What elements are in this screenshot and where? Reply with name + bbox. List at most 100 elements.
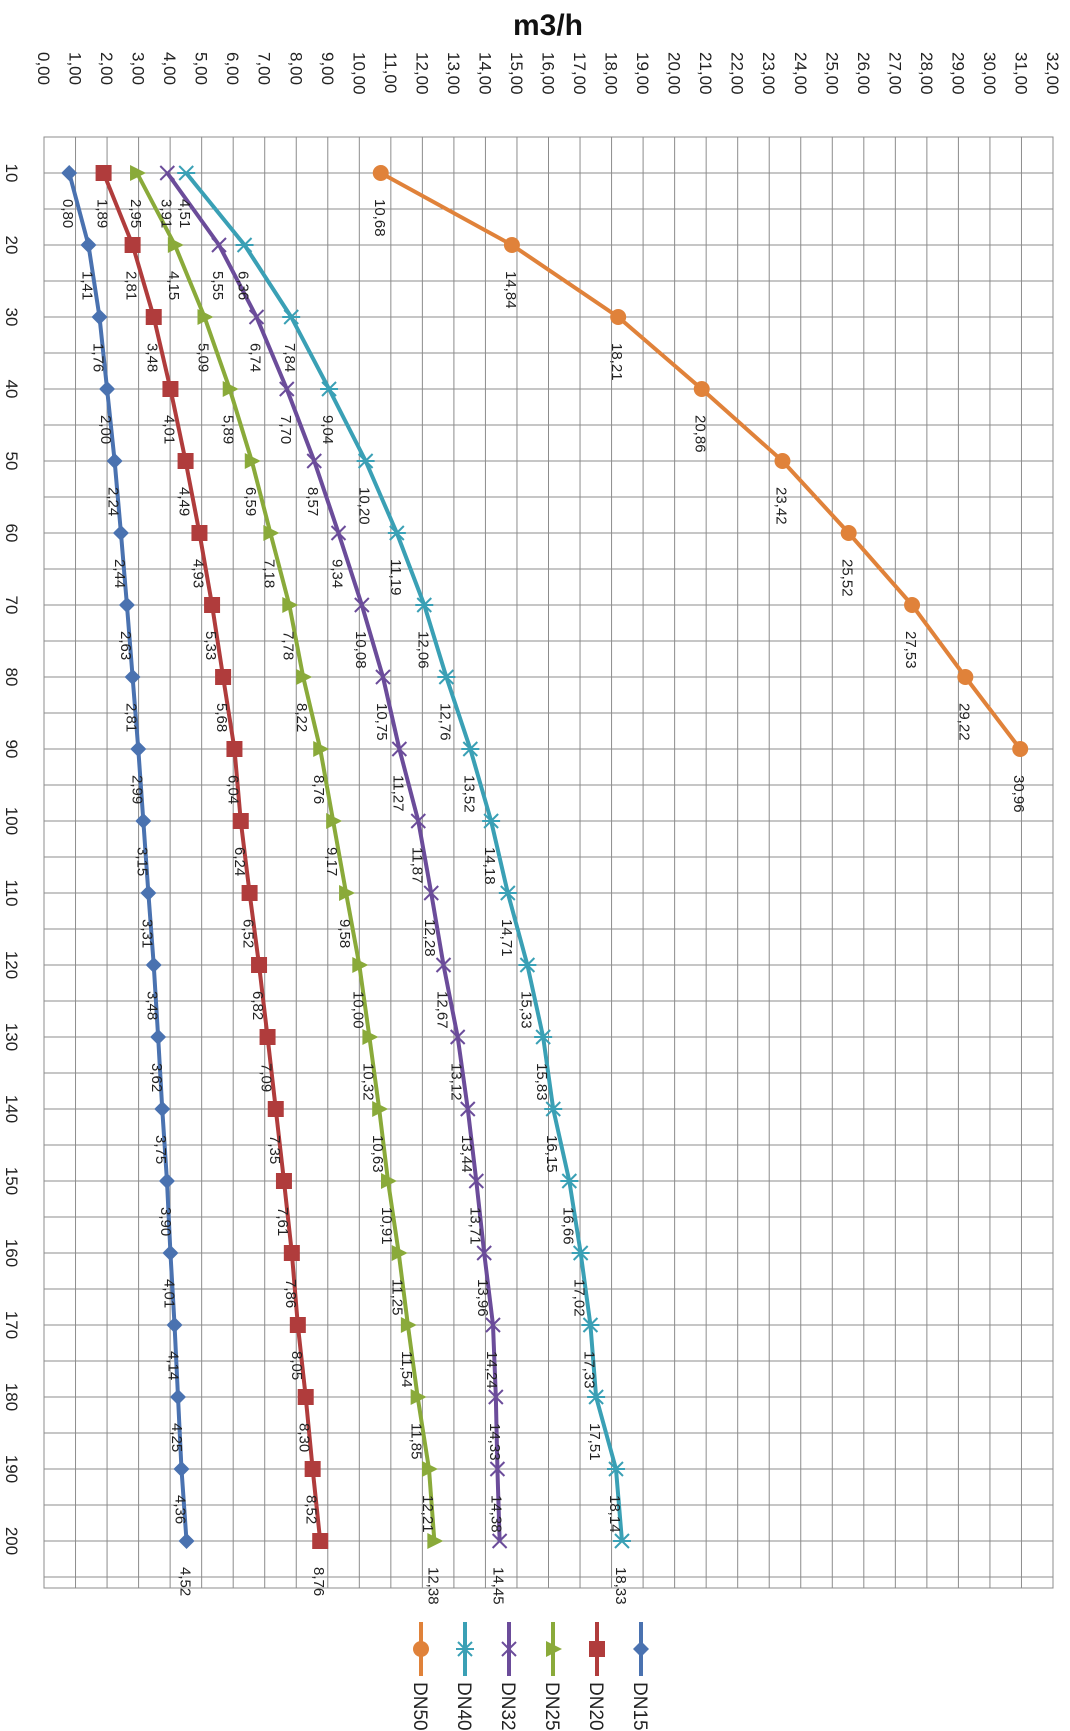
- data-point-dn15: [112, 525, 129, 541]
- data-point-dn15: [150, 1029, 167, 1045]
- data-label-dn15: 3,62: [148, 1063, 165, 1092]
- marker-stroke: [488, 1389, 504, 1405]
- data-label-dn25: 7,18: [260, 559, 277, 588]
- legend-marker-dn32: [501, 1641, 517, 1657]
- data-point-dn50: [693, 381, 710, 397]
- data-label-dn15: 0,80: [59, 199, 76, 228]
- data-point-dn32: [391, 741, 408, 757]
- value-tick-label: 9,00: [318, 52, 337, 85]
- data-point-dn15: [80, 237, 97, 253]
- data-label-dn15: 2,63: [117, 631, 134, 660]
- data-point-dn15: [145, 957, 162, 973]
- data-point-dn25: [244, 453, 261, 469]
- data-label-dn32: 5,55: [209, 271, 226, 300]
- legend-label-dn50: DN50: [409, 1682, 430, 1731]
- data-label-dn32: 10,08: [352, 631, 369, 669]
- marker-stroke: [306, 453, 322, 469]
- plot-frame: [43, 136, 1054, 1589]
- data-point-dn40: [282, 309, 301, 325]
- data-point-dn25: [391, 1245, 408, 1261]
- category-tick-label: 40: [2, 380, 21, 399]
- data-label-dn20: 5,68: [213, 703, 230, 732]
- data-point-dn32: [468, 1173, 485, 1189]
- value-tick-label: 12,00: [412, 52, 431, 95]
- data-label-dn15: 4,01: [160, 1279, 177, 1308]
- data-point-dn40: [571, 1245, 590, 1261]
- marker-stroke: [435, 957, 452, 973]
- data-point-dn40: [534, 1029, 553, 1045]
- data-label-dn20: 7,35: [266, 1135, 283, 1164]
- data-label-dn20: 6,04: [224, 775, 241, 804]
- data-label-dn20: 7,61: [274, 1207, 291, 1236]
- data-point-dn20: [241, 885, 258, 901]
- legend-marker-dn20: [589, 1641, 605, 1657]
- data-point-dn50: [372, 165, 389, 181]
- series-lines: [61, 165, 1029, 1549]
- data-label-dn15: 1,76: [89, 343, 106, 372]
- series-line-dn15: [67, 172, 189, 1542]
- data-label-dn50: 20,86: [692, 415, 709, 453]
- category-tick-label: 180: [2, 1383, 21, 1411]
- data-label-dn20: 8,76: [310, 1567, 327, 1596]
- data-point-dn32: [476, 1245, 492, 1261]
- data-label-dn15: 2,81: [123, 703, 140, 732]
- data-label-dn40: 10,20: [356, 487, 373, 525]
- data-label-dn15: 4,25: [168, 1423, 185, 1452]
- data-label-dn40: 7,84: [281, 343, 298, 372]
- data-label-dn32: 11,27: [389, 775, 406, 811]
- value-tick-label: 10,00: [349, 52, 368, 95]
- data-label-dn50: 29,22: [955, 703, 972, 741]
- data-point-dn40: [544, 1101, 563, 1117]
- marker-stroke: [449, 1029, 466, 1045]
- data-point-dn20: [124, 237, 141, 253]
- marker-stroke: [485, 1317, 501, 1333]
- data-point-dn15: [158, 1173, 175, 1189]
- value-tick-label: 32,00: [1043, 52, 1062, 95]
- data-point-dn25: [339, 885, 356, 901]
- marker-stroke: [476, 1245, 492, 1261]
- value-tick-label: 21,00: [696, 52, 715, 95]
- data-label-dn32: 14,24: [483, 1351, 500, 1389]
- data-label-dn40: 15,33: [517, 991, 534, 1029]
- value-tick-label: 8,00: [286, 52, 305, 85]
- data-point-dn40: [612, 1533, 631, 1549]
- data-point-dn25: [410, 1389, 427, 1405]
- legend-label-dn20: DN20: [585, 1682, 606, 1731]
- marker-stroke: [159, 165, 175, 181]
- data-point-dn32: [211, 237, 227, 253]
- data-point-dn40: [482, 813, 501, 829]
- value-tick-label: 6,00: [223, 52, 242, 85]
- legend-marker-dn40: [456, 1641, 474, 1657]
- data-point-dn32: [354, 597, 370, 613]
- data-label-dn15: 2,44: [111, 559, 128, 588]
- category-tick-label: 170: [2, 1311, 21, 1339]
- value-tick-label: 2,00: [97, 52, 116, 85]
- data-label-dn20: 6,82: [249, 991, 266, 1020]
- data-point-dn50: [774, 453, 791, 469]
- legend-label-dn32: DN32: [497, 1682, 518, 1731]
- data-point-dn25: [130, 165, 147, 181]
- data-point-dn15: [140, 885, 157, 901]
- value-tick-label: 1,00: [66, 52, 85, 85]
- value-tick-label: 13,00: [444, 52, 463, 95]
- data-label-dn25: 7,78: [279, 631, 296, 660]
- data-label-dn32: 14,45: [490, 1567, 507, 1605]
- data-point-dn50: [1012, 741, 1029, 757]
- data-label-dn15: 1,41: [78, 271, 95, 300]
- data-point-dn15: [118, 597, 135, 613]
- data-label-dn40: 17,51: [586, 1423, 603, 1461]
- data-point-dn20: [177, 453, 194, 469]
- data-point-dn15: [166, 1317, 183, 1333]
- data-point-dn25: [296, 669, 313, 685]
- data-label-dn25: 10,91: [378, 1207, 395, 1245]
- value-tick-label: 20,00: [665, 52, 684, 95]
- category-tick-label: 90: [2, 740, 21, 759]
- data-label-dn25: 10,00: [349, 991, 366, 1029]
- data-label-dn25: 4,15: [165, 271, 182, 300]
- data-label-dn32: 3,91: [157, 199, 174, 228]
- data-label-dn20: 5,33: [202, 631, 219, 660]
- data-label-dn50: 14,84: [502, 271, 519, 309]
- data-point-dn40: [235, 237, 254, 253]
- value-tick-label: 4,00: [160, 52, 179, 85]
